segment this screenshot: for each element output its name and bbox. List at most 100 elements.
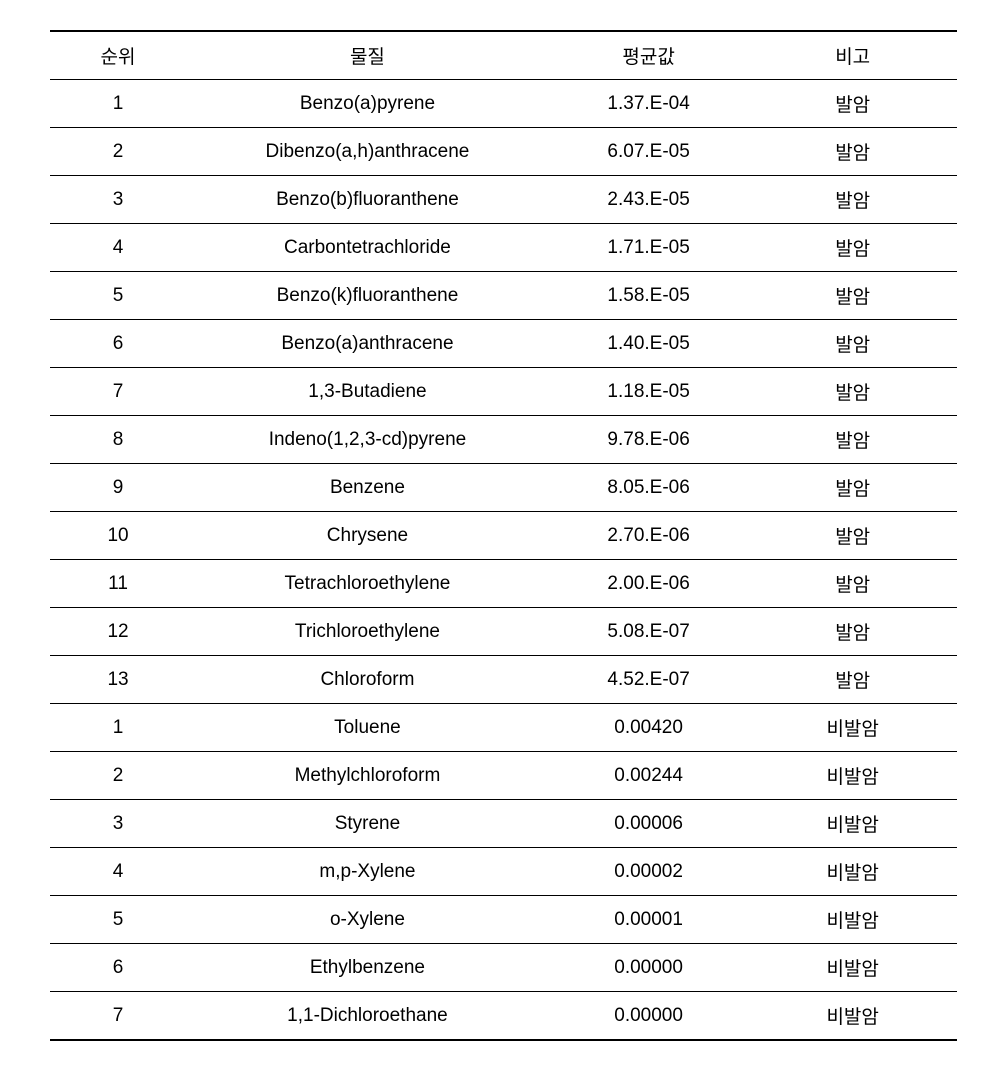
cell-rank: 10 [50, 512, 186, 560]
table-row: 1Toluene0.00420비발암 [50, 704, 957, 752]
cell-substance: Carbontetrachloride [186, 224, 549, 272]
cell-value: 0.00000 [549, 944, 749, 992]
cell-rank: 3 [50, 800, 186, 848]
cell-note: 발암 [748, 464, 957, 512]
cell-rank: 7 [50, 368, 186, 416]
cell-note: 발암 [748, 368, 957, 416]
cell-note: 비발암 [748, 944, 957, 992]
cell-value: 1.58.E-05 [549, 272, 749, 320]
cell-rank: 12 [50, 608, 186, 656]
cell-note: 발암 [748, 512, 957, 560]
cell-value: 8.05.E-06 [549, 464, 749, 512]
table-row: 10Chrysene2.70.E-06발암 [50, 512, 957, 560]
cell-rank: 1 [50, 80, 186, 128]
cell-value: 0.00000 [549, 992, 749, 1041]
cell-rank: 6 [50, 944, 186, 992]
cell-value: 1.37.E-04 [549, 80, 749, 128]
table-row: 2Dibenzo(a,h)anthracene6.07.E-05발암 [50, 128, 957, 176]
table-row: 9Benzene8.05.E-06발암 [50, 464, 957, 512]
cell-value: 1.18.E-05 [549, 368, 749, 416]
cell-substance: Benzene [186, 464, 549, 512]
table-row: 8Indeno(1,2,3-cd)pyrene9.78.E-06발암 [50, 416, 957, 464]
cell-note: 비발암 [748, 848, 957, 896]
cell-substance: Toluene [186, 704, 549, 752]
cell-rank: 9 [50, 464, 186, 512]
table-row: 3Benzo(b)fluoranthene2.43.E-05발암 [50, 176, 957, 224]
cell-substance: Indeno(1,2,3-cd)pyrene [186, 416, 549, 464]
cell-note: 발암 [748, 416, 957, 464]
table-row: 71,1-Dichloroethane0.00000비발암 [50, 992, 957, 1041]
cell-rank: 13 [50, 656, 186, 704]
cell-value: 5.08.E-07 [549, 608, 749, 656]
cell-note: 비발암 [748, 752, 957, 800]
cell-substance: Trichloroethylene [186, 608, 549, 656]
table-row: 5Benzo(k)fluoranthene1.58.E-05발암 [50, 272, 957, 320]
cell-note: 발암 [748, 176, 957, 224]
cell-note: 발암 [748, 560, 957, 608]
cell-substance: Chloroform [186, 656, 549, 704]
cell-value: 1.40.E-05 [549, 320, 749, 368]
cell-rank: 5 [50, 896, 186, 944]
cell-value: 9.78.E-06 [549, 416, 749, 464]
cell-value: 0.00244 [549, 752, 749, 800]
cell-substance: 1,3-Butadiene [186, 368, 549, 416]
cell-substance: Benzo(a)pyrene [186, 80, 549, 128]
cell-note: 비발암 [748, 704, 957, 752]
header-rank: 순위 [50, 31, 186, 80]
cell-note: 발암 [748, 656, 957, 704]
cell-substance: m,p-Xylene [186, 848, 549, 896]
table-row: 5o-Xylene0.00001비발암 [50, 896, 957, 944]
cell-substance: 1,1-Dichloroethane [186, 992, 549, 1041]
table-row: 2Methylchloroform0.00244비발암 [50, 752, 957, 800]
header-note: 비고 [748, 31, 957, 80]
cell-substance: Benzo(a)anthracene [186, 320, 549, 368]
cell-rank: 5 [50, 272, 186, 320]
cell-note: 비발암 [748, 896, 957, 944]
cell-rank: 2 [50, 128, 186, 176]
cell-value: 2.00.E-06 [549, 560, 749, 608]
table-row: 6Benzo(a)anthracene1.40.E-05발암 [50, 320, 957, 368]
table-row: 71,3-Butadiene1.18.E-05발암 [50, 368, 957, 416]
cell-value: 0.00001 [549, 896, 749, 944]
header-substance: 물질 [186, 31, 549, 80]
cell-substance: Benzo(k)fluoranthene [186, 272, 549, 320]
table-row: 1Benzo(a)pyrene1.37.E-04발암 [50, 80, 957, 128]
table-row: 4Carbontetrachloride1.71.E-05발암 [50, 224, 957, 272]
cell-substance: Ethylbenzene [186, 944, 549, 992]
cell-substance: Benzo(b)fluoranthene [186, 176, 549, 224]
cell-value: 2.70.E-06 [549, 512, 749, 560]
cell-rank: 6 [50, 320, 186, 368]
cell-note: 발암 [748, 128, 957, 176]
cell-value: 2.43.E-05 [549, 176, 749, 224]
cell-value: 0.00002 [549, 848, 749, 896]
table-row: 13Chloroform4.52.E-07발암 [50, 656, 957, 704]
table-row: 12Trichloroethylene5.08.E-07발암 [50, 608, 957, 656]
cell-substance: Styrene [186, 800, 549, 848]
cell-value: 0.00420 [549, 704, 749, 752]
cell-note: 비발암 [748, 800, 957, 848]
cell-value: 1.71.E-05 [549, 224, 749, 272]
cell-note: 비발암 [748, 992, 957, 1041]
table-body: 1Benzo(a)pyrene1.37.E-04발암2Dibenzo(a,h)a… [50, 80, 957, 1041]
table-row: 11Tetrachloroethylene2.00.E-06발암 [50, 560, 957, 608]
cell-rank: 7 [50, 992, 186, 1041]
cell-rank: 11 [50, 560, 186, 608]
header-value: 평균값 [549, 31, 749, 80]
substance-ranking-table: 순위 물질 평균값 비고 1Benzo(a)pyrene1.37.E-04발암2… [50, 30, 957, 1041]
table-row: 6Ethylbenzene0.00000비발암 [50, 944, 957, 992]
cell-value: 0.00006 [549, 800, 749, 848]
cell-value: 4.52.E-07 [549, 656, 749, 704]
cell-rank: 1 [50, 704, 186, 752]
cell-substance: o-Xylene [186, 896, 549, 944]
cell-rank: 4 [50, 848, 186, 896]
cell-substance: Tetrachloroethylene [186, 560, 549, 608]
table-header-row: 순위 물질 평균값 비고 [50, 31, 957, 80]
cell-rank: 2 [50, 752, 186, 800]
cell-rank: 8 [50, 416, 186, 464]
table-row: 4m,p-Xylene0.00002비발암 [50, 848, 957, 896]
cell-rank: 4 [50, 224, 186, 272]
cell-note: 발암 [748, 80, 957, 128]
cell-note: 발암 [748, 224, 957, 272]
cell-note: 발암 [748, 320, 957, 368]
cell-substance: Chrysene [186, 512, 549, 560]
